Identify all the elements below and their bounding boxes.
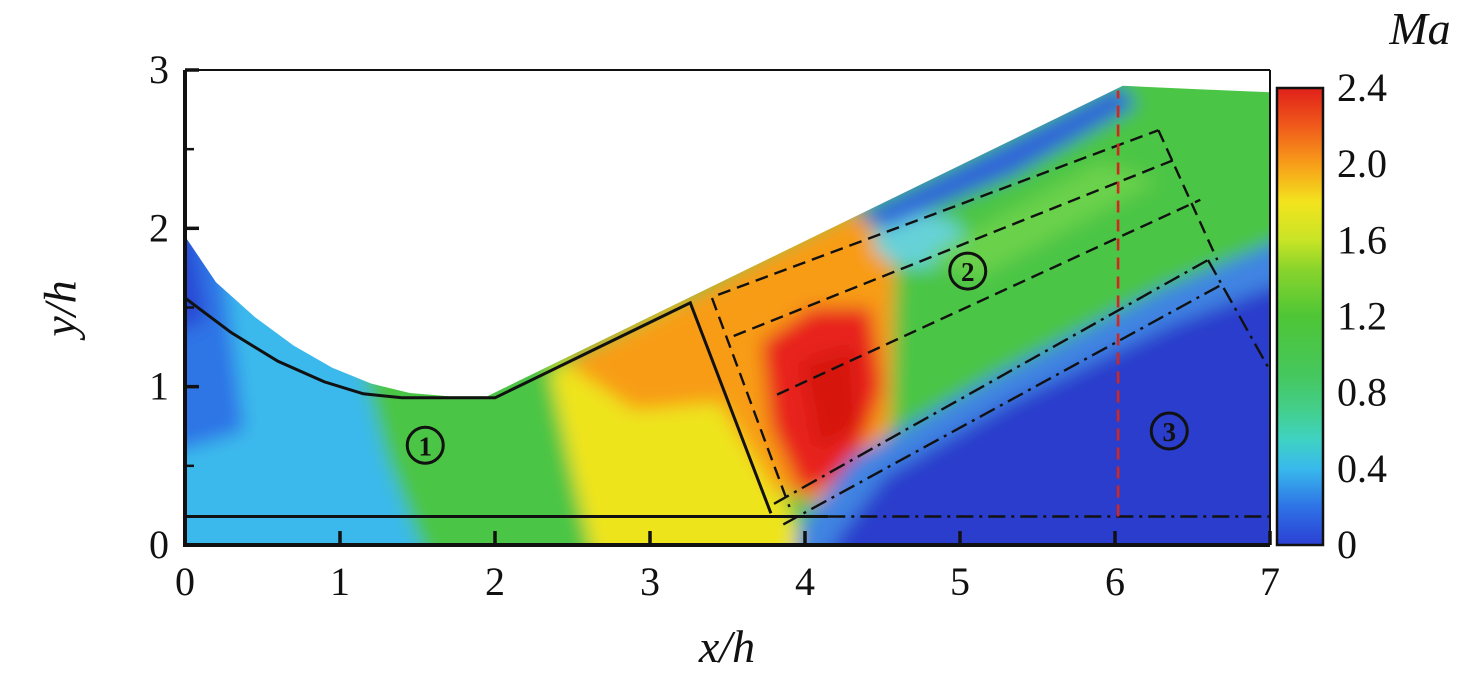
region-marker-label: 2 [961, 257, 975, 287]
colorbar-tick-label: 1.6 [1337, 217, 1387, 262]
field-red-core [801, 347, 860, 450]
jet-lower-dashdot-line-1 [773, 258, 1209, 505]
field-lower-right-dark-blue [823, 272, 1270, 546]
annotation-lines [185, 90, 1270, 526]
field-inlet-blue [185, 220, 244, 458]
contour-field [185, 85, 1270, 546]
x-tick-label: 5 [950, 559, 970, 604]
colorbar-tick-label: 0.4 [1337, 446, 1387, 491]
x-axis-label: x/h [698, 621, 756, 672]
x-tick-label: 4 [795, 559, 815, 604]
shock-dashed-line [710, 297, 791, 508]
jet-right-dashed-line [1157, 129, 1219, 261]
colorbar-label: Ma [1389, 3, 1451, 54]
jet-lower-dashdot-line-2 [782, 284, 1221, 526]
x-tick-label: 1 [330, 559, 350, 604]
inner-wall-and-shock-line [185, 296, 773, 514]
region-marker-label: 3 [1163, 417, 1177, 447]
colorbar-tick-label: 2.0 [1337, 141, 1387, 186]
x-tick-label: 0 [175, 559, 195, 604]
field-inlet-deep-blue [185, 228, 207, 340]
x-tick-label: 3 [640, 559, 660, 604]
colorbar-tick-label: 0 [1337, 522, 1357, 567]
region-marker-3: 3 [1149, 411, 1189, 451]
y-tick-label: 2 [149, 205, 169, 250]
jet-right-dashdot-line [1206, 259, 1270, 374]
jet-upper-dashed-line-1 [717, 129, 1159, 296]
colorbar-tick-label: 2.4 [1337, 65, 1387, 110]
colorbar [1275, 86, 1325, 547]
colorbar-tick-label: 0.8 [1337, 370, 1387, 415]
x-tick-label: 2 [485, 559, 505, 604]
y-tick-label: 1 [149, 364, 169, 409]
axis-ticks: 0 1 2 3 4 5 6 7 0 1 2 3 [149, 47, 1280, 604]
region-marker-2: 2 [948, 251, 988, 291]
y-tick-label: 3 [149, 47, 169, 92]
x-tick-label: 6 [1105, 559, 1125, 604]
y-axis-label: y/h [34, 280, 86, 337]
region-marker-label: 1 [419, 431, 433, 461]
x-tick-label: 7 [1260, 559, 1280, 604]
y-tick-label: 0 [149, 522, 169, 567]
jet-mid-dashed-line [776, 198, 1201, 396]
field-top-shear-blue [854, 85, 1137, 229]
colorbar-tick-label: 1.2 [1337, 294, 1387, 339]
region-marker-1: 1 [405, 425, 445, 465]
colorbar-ticks: 0 0.4 0.8 1.2 1.6 2.0 2.4 [1337, 65, 1387, 567]
field-light-green-streak [925, 161, 1159, 279]
